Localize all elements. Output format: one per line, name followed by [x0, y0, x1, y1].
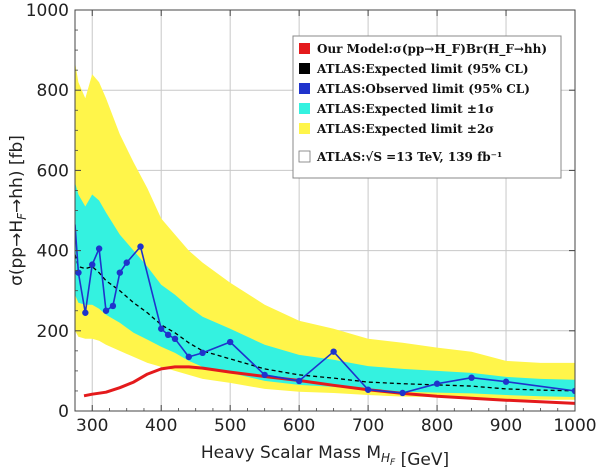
observed-point	[75, 269, 82, 276]
legend-label: Our Model:σ(pp→H_F)Br(H_F→hh)	[317, 42, 547, 57]
observed-point	[185, 353, 192, 361]
axis-labels: Heavy Scalar Mass MHF [GeV] σ(pp→HF→hh) […	[7, 135, 449, 467]
observed-point	[433, 380, 441, 387]
legend-label: ATLAS:Expected limit ±1σ	[316, 102, 494, 116]
observed-point	[109, 302, 117, 310]
y-tick-label: 800	[37, 81, 69, 101]
y-tick-label: 200	[37, 322, 69, 342]
observed-point	[199, 349, 206, 357]
x-tick-label: 700	[352, 416, 384, 436]
y-tick-label: 400	[37, 242, 69, 262]
observed-point	[158, 325, 165, 332]
legend-label: ATLAS:Expected limit (95% CL)	[316, 62, 529, 76]
legend-label: ATLAS:Expected limit ±2σ	[316, 122, 494, 136]
observed-point	[123, 259, 130, 266]
observed-point	[330, 348, 337, 355]
x-tick-label: 500	[214, 416, 246, 436]
x-tick-label: 300	[76, 416, 108, 436]
observed-point	[364, 386, 372, 393]
legend-label: ATLAS:Observed limit (95% CL)	[316, 82, 530, 96]
observed-point	[468, 374, 475, 381]
legend-swatch	[298, 150, 311, 163]
y-tick-label: 1000	[26, 1, 69, 21]
legend-label: ATLAS:√S =13 TeV, 139 fb⁻¹	[316, 150, 502, 164]
x-tick-label: 400	[145, 416, 177, 436]
observed-point	[226, 338, 234, 346]
observed-point	[95, 245, 103, 252]
legend-swatch	[299, 123, 310, 134]
observed-point	[571, 387, 575, 395]
legend: Our Model:σ(pp→H_F)Br(H_F→hh) ATLAS:Expec…	[292, 35, 562, 179]
observed-point	[295, 377, 303, 385]
model-curve	[83, 365, 575, 405]
observed-point	[89, 261, 96, 268]
observed-point	[261, 371, 268, 379]
y-axis-label: σ(pp→HF→hh) [fb]	[7, 135, 29, 286]
legend-swatch	[299, 63, 310, 74]
observed-point	[137, 243, 144, 250]
x-tick-label: 600	[283, 416, 315, 436]
x-tick-label: 800	[421, 416, 453, 436]
legend-box	[292, 35, 562, 179]
observed-point	[171, 335, 179, 343]
ticks: 300 400 500 600 700 800 900 1000 0 200 400 600 800 10…	[26, 1, 597, 436]
x-tick-label: 900	[490, 416, 522, 436]
legend-swatch	[299, 103, 310, 114]
y-tick-label: 0	[58, 402, 69, 422]
y-tick-label: 600	[37, 161, 69, 181]
observed-point	[82, 309, 89, 316]
legend-swatch	[299, 43, 310, 54]
legend-swatch	[299, 83, 310, 94]
band-1sigma	[75, 182, 575, 397]
bands	[75, 62, 575, 400]
x-axis-label: Heavy Scalar Mass MHF [GeV]	[201, 443, 449, 467]
series-markers	[75, 243, 575, 397]
observed-point	[502, 378, 510, 385]
observed-point	[399, 389, 406, 397]
x-tick-label: 1000	[553, 416, 596, 436]
observed-point	[102, 307, 110, 314]
observed-point	[116, 269, 124, 276]
observed-point	[164, 331, 172, 339]
